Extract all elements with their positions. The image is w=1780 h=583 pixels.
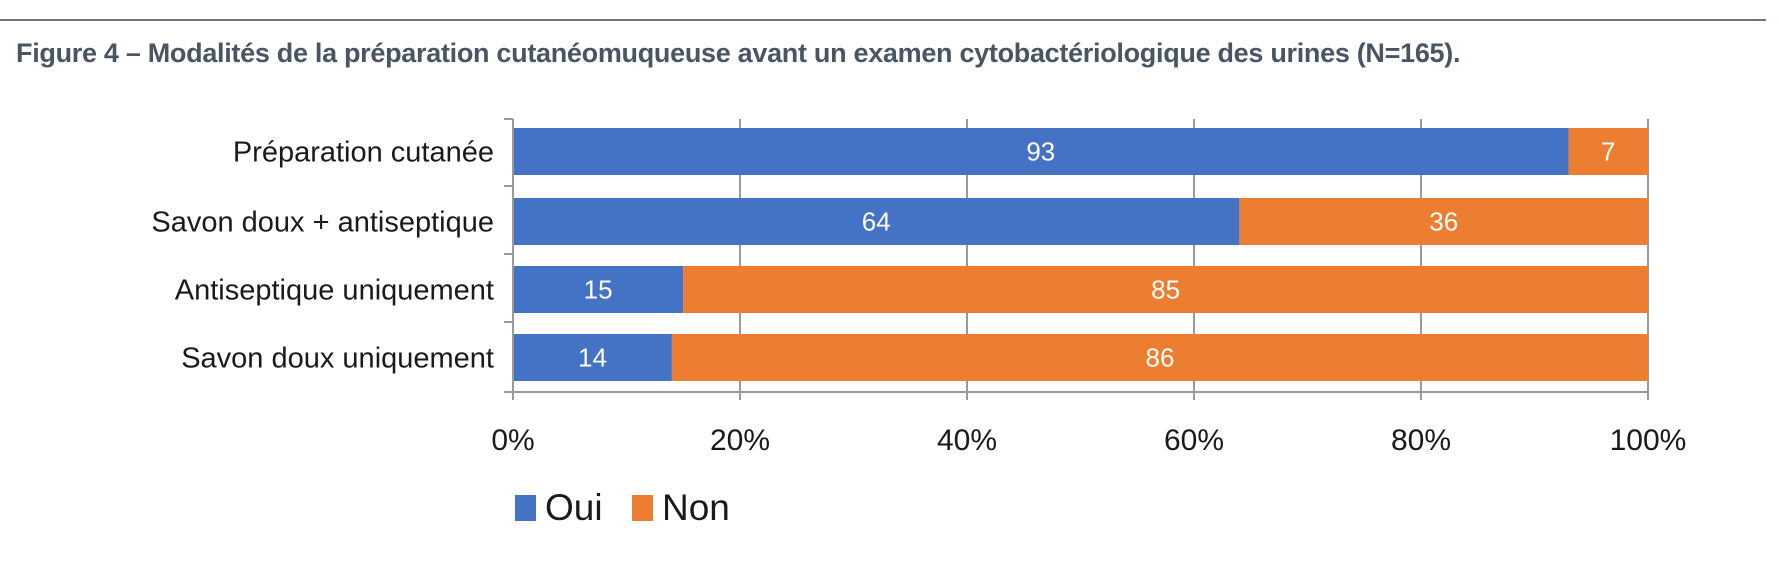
legend-swatch-oui — [515, 495, 536, 521]
legend-label-non: Non — [662, 487, 730, 528]
category-label: Antiseptique uniquement — [175, 275, 494, 307]
data-label: 85 — [1151, 275, 1180, 305]
data-label: 64 — [862, 207, 891, 237]
data-label: 14 — [578, 343, 607, 373]
axes — [504, 118, 1648, 400]
x-tick-label: 60% — [1164, 424, 1224, 457]
data-label: 86 — [1145, 343, 1174, 373]
bar-oui — [513, 198, 1240, 245]
category-label: Savon doux uniquement — [181, 343, 494, 375]
legend: Oui Non — [515, 487, 730, 528]
x-tick-label: 80% — [1391, 424, 1451, 457]
bar-oui — [513, 128, 1569, 175]
data-label: 93 — [1026, 137, 1055, 167]
bar-oui — [513, 266, 684, 313]
bar-oui — [513, 334, 672, 381]
top-rule — [0, 19, 1766, 21]
legend-swatch-non — [632, 495, 653, 521]
figure-title: Figure 4 – Modalités de la préparation c… — [16, 38, 1461, 68]
x-tick-label: 0% — [491, 424, 534, 457]
category-label: Savon doux + antiseptique — [151, 207, 494, 239]
bar-non — [1568, 128, 1648, 175]
category-label: Préparation cutanée — [233, 137, 494, 169]
bars — [513, 128, 1648, 381]
legend-label-oui: Oui — [545, 487, 603, 528]
x-tick-label: 40% — [937, 424, 997, 457]
data-label: 36 — [1429, 207, 1458, 237]
bar-non — [683, 266, 1648, 313]
labels: 0% 20% 40% 60% 80% 100% 93 7 Préparation cutanée… — [151, 137, 1686, 458]
x-tick-label: 100% — [1610, 424, 1687, 457]
data-label: 15 — [584, 275, 613, 305]
bar-non — [1239, 198, 1648, 245]
data-label: 7 — [1601, 137, 1615, 167]
x-tick-label: 20% — [710, 424, 770, 457]
bar-non — [671, 334, 1648, 381]
